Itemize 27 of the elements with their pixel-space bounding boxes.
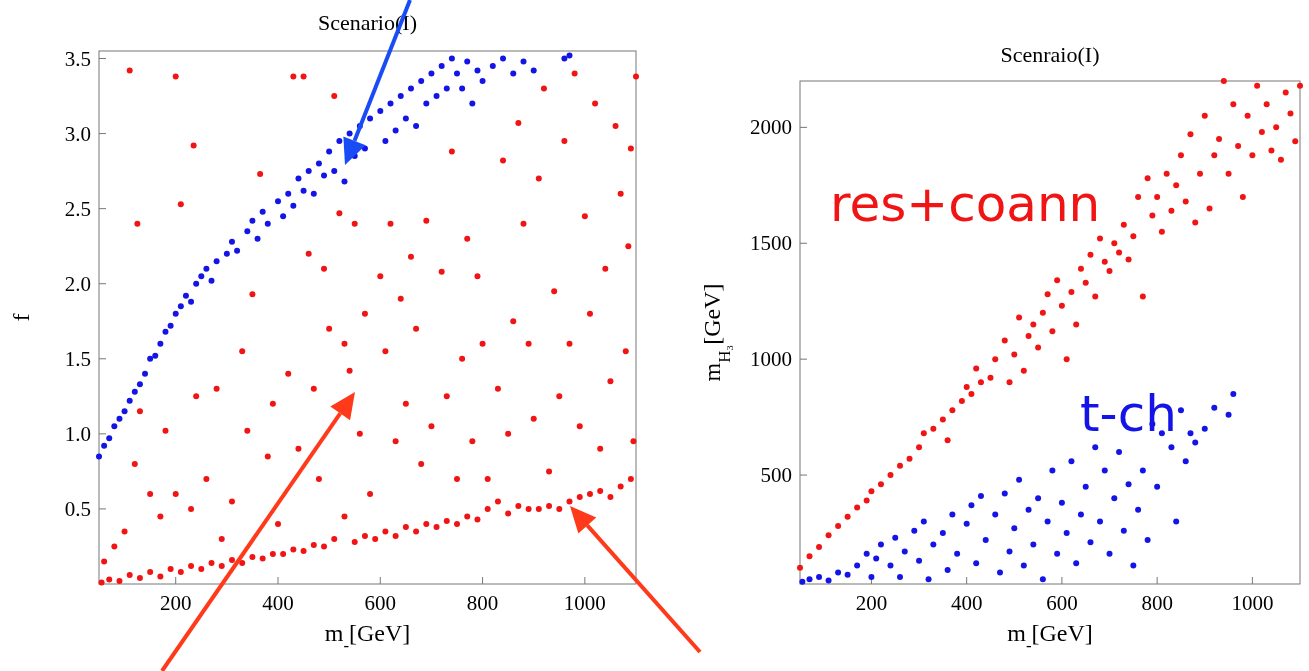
x-tick-label: 800 [1141,591,1173,615]
y-tick-label: 1000 [750,347,792,372]
y-tick-label: 2.0 [64,271,91,296]
x-tick-label: 200 [159,591,192,615]
y-tick-label: 1500 [750,231,792,256]
y-tick-label: 2000 [750,115,792,140]
x-tick-label: 800 [466,591,499,615]
x-axis-title: m$_{-}$[GeV] [1007,620,1093,655]
x-tick-label: 1000 [563,591,606,615]
series-label: res+coann [830,175,1101,233]
y-tick-label: 1.0 [64,421,91,446]
y-tick-label: 2.5 [64,196,91,221]
x-tick-label: 400 [950,591,983,615]
y-tick-label: 3.5 [64,46,91,71]
y-tick-label: 500 [760,463,792,488]
x-tick-label: 600 [364,591,397,615]
y-tick-label: 1.5 [64,346,91,371]
y-tick-label: 0.5 [64,496,91,521]
y-axis-title: f [8,313,34,322]
chart-title: Scenraio(I) [1000,42,1100,67]
x-tick-label: 400 [262,591,294,615]
series-label: t-ch [1080,385,1177,443]
x-tick-label: 1000 [1231,591,1274,615]
y-tick-label: 3.0 [64,121,91,146]
x-tick-label: 600 [1046,591,1078,615]
x-tick-label: 200 [855,591,888,615]
x-axis-title: m$_{-}$[GeV] [324,620,411,655]
